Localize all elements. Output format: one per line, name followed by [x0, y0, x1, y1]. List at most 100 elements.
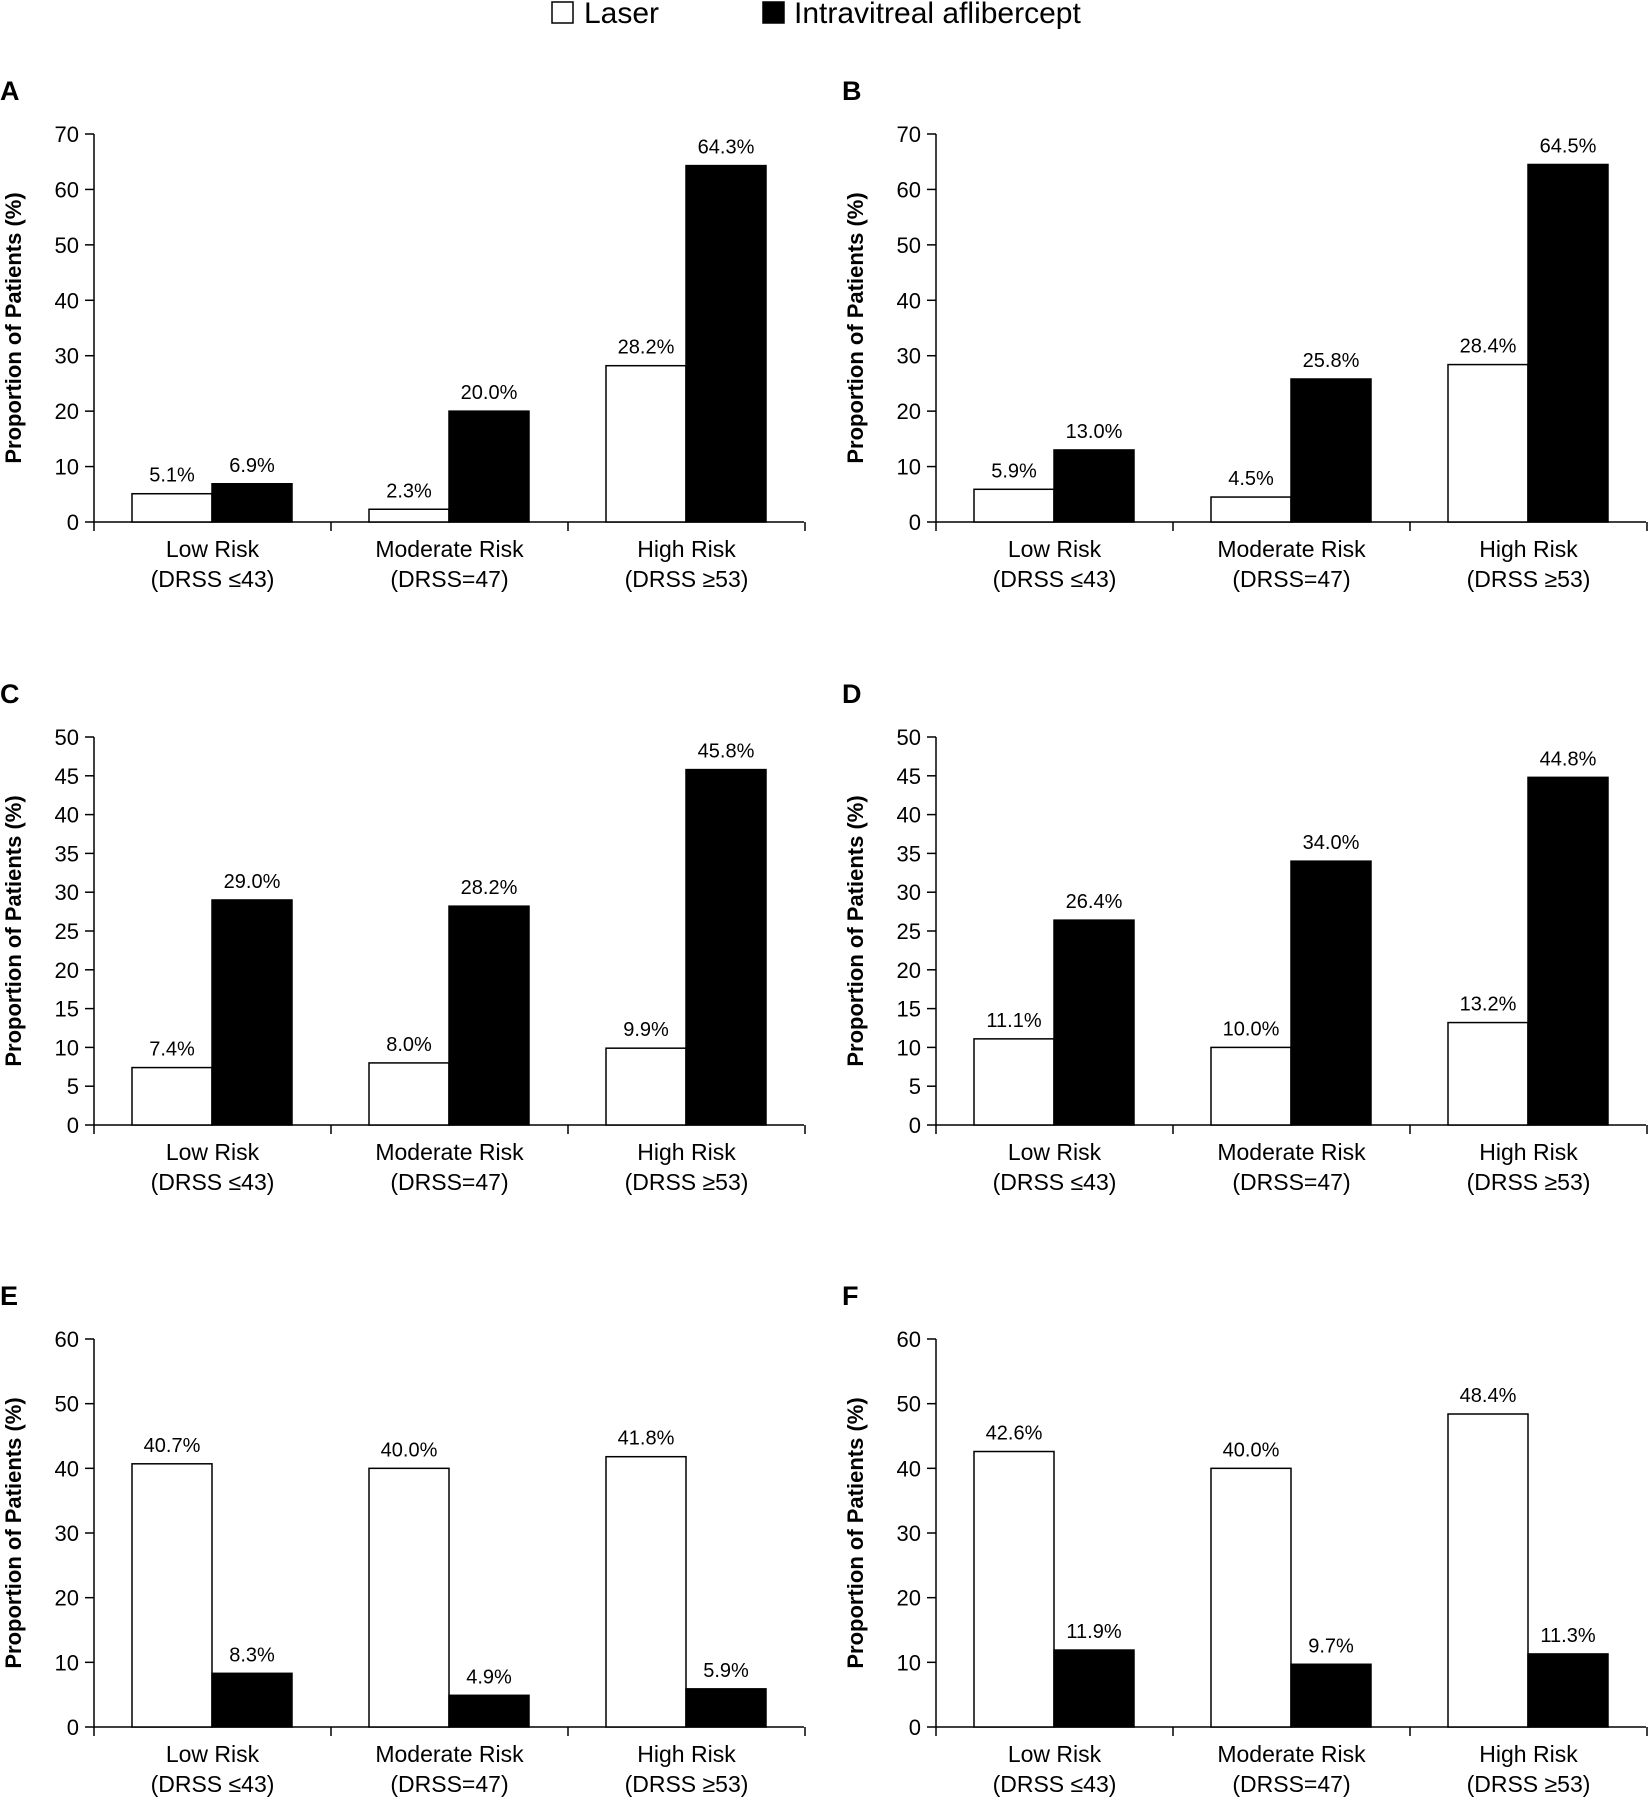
data-label: 2.3%: [386, 480, 432, 502]
data-label: 64.5%: [1540, 135, 1597, 157]
legend: Laser Intravitreal aflibercept: [551, 0, 1081, 30]
category-label: Moderate Risk: [375, 1741, 524, 1767]
y-tick-label: 20: [55, 1586, 79, 1611]
bar-aflibercept: [1053, 449, 1135, 523]
y-tick-label: 5: [909, 1074, 921, 1099]
data-label: 42.6%: [986, 1423, 1043, 1445]
bar-laser: [131, 1463, 213, 1728]
bar-laser: [1447, 363, 1529, 523]
y-axis-label: Proportion of Patients (%): [843, 192, 868, 463]
y-tick-label: 30: [897, 344, 921, 369]
y-tick-label: 30: [897, 1521, 921, 1546]
y-tick-label: 30: [55, 880, 79, 905]
y-axis-label: Proportion of Patients (%): [1, 1397, 26, 1668]
y-tick-label: 15: [897, 997, 921, 1022]
category-label: Moderate Risk: [375, 536, 524, 562]
data-label: 44.8%: [1540, 748, 1597, 770]
y-tick-label: 40: [55, 803, 79, 828]
category-sublabel: (DRSS ≥53): [625, 1771, 749, 1797]
bar-aflibercept: [685, 1688, 767, 1728]
panel-letter: B: [842, 76, 862, 106]
category-label: Low Risk: [1008, 1741, 1102, 1767]
bar-laser: [1447, 1413, 1529, 1728]
y-tick-label: 10: [897, 1035, 921, 1060]
y-tick-label: 15: [55, 997, 79, 1022]
panel-f: F Proportion of Patients (%) 0 10 20 30 40 50 60…: [842, 1281, 1648, 1797]
data-label: 11.9%: [1066, 1621, 1121, 1643]
bar-laser: [1447, 1021, 1529, 1126]
y-tick-label: 50: [55, 1392, 79, 1417]
y-tick-label: 40: [897, 803, 921, 828]
data-label: 25.8%: [1303, 350, 1360, 372]
y-tick-label: 0: [67, 1113, 79, 1138]
data-label: 40.0%: [381, 1439, 438, 1461]
y-tick-label: 0: [67, 510, 79, 535]
category-sublabel: (DRSS ≤43): [993, 1169, 1117, 1195]
y-axis-label: Proportion of Patients (%): [843, 1397, 868, 1668]
y-axis-label: Proportion of Patients (%): [1, 192, 26, 463]
bar-aflibercept: [1053, 919, 1135, 1126]
data-label: 8.0%: [386, 1034, 432, 1056]
y-tick-label: 30: [55, 344, 79, 369]
y-tick-label: 40: [897, 1456, 921, 1481]
data-label: 40.7%: [144, 1435, 201, 1457]
y-tick-label: 50: [55, 725, 79, 750]
y-tick-label: 40: [55, 288, 79, 313]
data-label: 20.0%: [461, 382, 518, 404]
data-label: 5.1%: [149, 465, 195, 487]
y-tick-label: 0: [909, 1715, 921, 1740]
legend-aflibercept-swatch: [762, 1, 785, 24]
category-sublabel: (DRSS ≥53): [625, 566, 749, 592]
data-label: 9.7%: [1308, 1635, 1354, 1657]
category-label: Moderate Risk: [1217, 1139, 1366, 1165]
y-tick-label: 10: [897, 1650, 921, 1675]
y-tick-label: 40: [897, 288, 921, 313]
category-label: High Risk: [637, 1139, 736, 1165]
panel-d: D Proportion of Patients (%) 0 5 10 15 20 25 30 3…: [842, 679, 1648, 1195]
y-tick-label: 45: [55, 764, 79, 789]
category-label: High Risk: [637, 1741, 736, 1767]
data-label: 9.9%: [623, 1019, 669, 1041]
bar-laser: [368, 508, 450, 523]
data-label: 28.4%: [1460, 336, 1517, 358]
y-tick-label: 20: [897, 1586, 921, 1611]
bar-aflibercept: [448, 410, 530, 523]
category-label: High Risk: [1479, 536, 1578, 562]
data-label: 8.3%: [229, 1644, 275, 1666]
category-sublabel: (DRSS ≥53): [1467, 1771, 1591, 1797]
bar-aflibercept: [211, 1672, 293, 1728]
y-tick-label: 40: [55, 1456, 79, 1481]
y-tick-label: 35: [897, 841, 921, 866]
legend-laser-swatch: [551, 1, 574, 24]
category-sublabel: (DRSS=47): [390, 566, 508, 592]
bar-laser: [1210, 1467, 1292, 1728]
category-sublabel: (DRSS ≥53): [625, 1169, 749, 1195]
category-label: High Risk: [1479, 1741, 1578, 1767]
bar-aflibercept: [1527, 776, 1609, 1126]
y-tick-label: 10: [55, 455, 79, 480]
category-label: Low Risk: [1008, 536, 1102, 562]
category-label: Low Risk: [166, 1741, 260, 1767]
category-sublabel: (DRSS=47): [1232, 566, 1350, 592]
category-sublabel: (DRSS ≤43): [151, 1771, 275, 1797]
category-sublabel: (DRSS=47): [390, 1771, 508, 1797]
category-label: Moderate Risk: [1217, 536, 1366, 562]
y-tick-label: 0: [909, 510, 921, 535]
bar-laser: [973, 1450, 1055, 1728]
bar-aflibercept: [1290, 860, 1372, 1126]
bar-aflibercept: [211, 483, 293, 523]
bar-aflibercept: [685, 164, 767, 523]
data-label: 11.3%: [1540, 1625, 1595, 1647]
y-tick-label: 25: [55, 919, 79, 944]
panel-letter: E: [0, 1281, 18, 1311]
data-label: 4.5%: [1228, 468, 1274, 490]
legend-aflibercept-label: Intravitreal aflibercept: [794, 0, 1081, 30]
bar-aflibercept: [1053, 1649, 1135, 1728]
data-label: 28.2%: [618, 337, 675, 359]
y-tick-label: 50: [897, 725, 921, 750]
y-tick-label: 60: [897, 1327, 921, 1352]
y-tick-label: 50: [897, 1392, 921, 1417]
category-label: Low Risk: [166, 536, 260, 562]
